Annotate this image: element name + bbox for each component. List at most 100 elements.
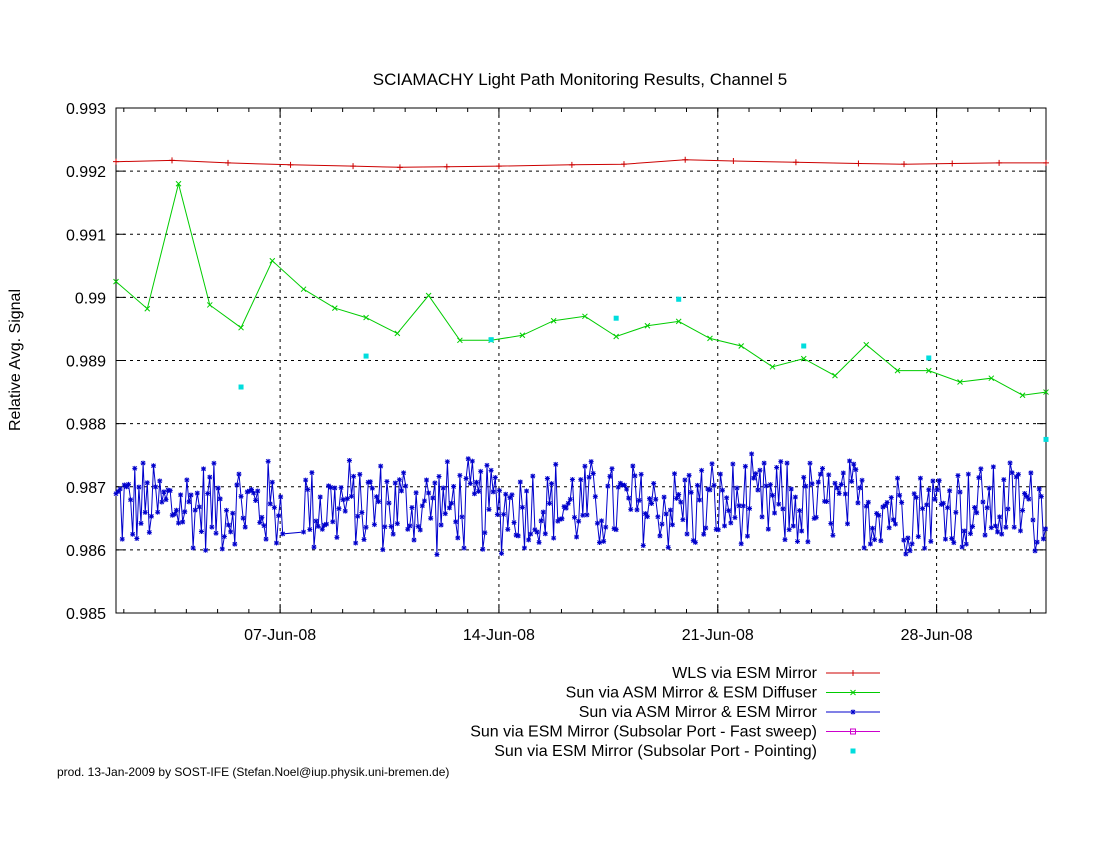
y-tick-label: 0.99 [75, 290, 106, 307]
data-point [782, 537, 788, 543]
data-point [465, 456, 471, 462]
data-point [267, 501, 273, 507]
data-point [894, 367, 901, 374]
data-point [1003, 524, 1009, 530]
data-point [855, 500, 861, 506]
data-point [113, 491, 119, 497]
data-point [926, 487, 932, 493]
data-point [287, 161, 294, 168]
data-point [449, 500, 455, 506]
data-point [528, 531, 534, 537]
data-point [840, 470, 846, 476]
y-axis-ticks: 0.985 0.986 0.987 0.988 0.989 0.99 0.991 0.992 0… [66, 101, 1046, 623]
data-point [1034, 539, 1040, 545]
data-point [365, 479, 371, 485]
data-point [138, 520, 144, 526]
data-point [953, 509, 959, 515]
data-point [413, 490, 419, 496]
data-point [242, 524, 248, 530]
data-point [634, 507, 640, 513]
data-point [159, 499, 165, 505]
data-point [809, 481, 815, 487]
data-point [932, 496, 938, 502]
data-point [1019, 392, 1026, 399]
data-point [134, 536, 140, 542]
data-point [578, 477, 584, 483]
data-point [740, 503, 746, 509]
data-point [571, 514, 577, 520]
data-point [1043, 436, 1049, 442]
data-point [874, 510, 880, 516]
data-point [563, 505, 569, 511]
data-point [444, 459, 450, 465]
data-point [744, 533, 750, 539]
data-point [182, 509, 188, 515]
data-point [1005, 506, 1011, 512]
series-0 [113, 156, 1049, 171]
data-point [196, 504, 202, 510]
data-point [334, 534, 340, 540]
data-point [451, 484, 457, 490]
data-point [232, 541, 238, 547]
data-point [990, 464, 996, 470]
data-point [705, 486, 711, 492]
data-point [117, 486, 123, 492]
data-point [534, 529, 540, 535]
data-point [205, 491, 211, 497]
legend-label: Sun via ASM Mirror & ESM Mirror [579, 704, 818, 721]
data-point [405, 526, 411, 532]
data-point [559, 516, 565, 522]
legend-marker [850, 728, 856, 735]
y-tick-label: 0.989 [66, 354, 106, 371]
data-point [336, 506, 342, 512]
data-point [501, 511, 507, 517]
data-point [259, 514, 265, 520]
data-point [550, 317, 557, 324]
data-point [738, 343, 745, 349]
data-point [945, 505, 951, 511]
data-point [173, 507, 179, 513]
data-point [742, 463, 748, 469]
data-point [694, 482, 700, 488]
data-point [363, 353, 369, 359]
data-point [767, 482, 773, 488]
data-point [584, 512, 590, 518]
legend-marker [850, 670, 856, 676]
legend-label: Sun via ESM Mirror (Subsolar Port - Poin… [494, 743, 817, 760]
data-point [313, 518, 319, 524]
data-point [886, 525, 892, 531]
data-point [920, 506, 926, 512]
data-point [872, 537, 878, 543]
data-point [517, 479, 523, 485]
data-point [544, 476, 550, 482]
data-point [699, 467, 705, 473]
data-point [642, 511, 648, 517]
data-point [194, 490, 200, 496]
data-point [476, 488, 482, 494]
data-point [442, 511, 448, 517]
data-point [240, 515, 246, 521]
data-point [1022, 491, 1028, 497]
data-point [622, 482, 628, 488]
data-point [123, 484, 129, 490]
data-point [278, 494, 284, 500]
data-point [915, 534, 921, 540]
data-point [382, 524, 388, 530]
data-point [692, 539, 698, 545]
data-point [888, 495, 894, 501]
y-tick-label: 0.985 [66, 606, 106, 623]
data-point [792, 494, 798, 500]
data-point [300, 286, 307, 293]
data-point [463, 475, 469, 481]
data-point [605, 483, 611, 489]
data-point [394, 330, 401, 337]
data-point [901, 161, 908, 168]
data-point [1007, 460, 1013, 466]
data-point [206, 302, 213, 308]
data-point [892, 521, 898, 527]
data-point [1024, 494, 1030, 500]
data-point [857, 485, 863, 491]
data-point [344, 496, 350, 502]
data-point [607, 473, 613, 479]
